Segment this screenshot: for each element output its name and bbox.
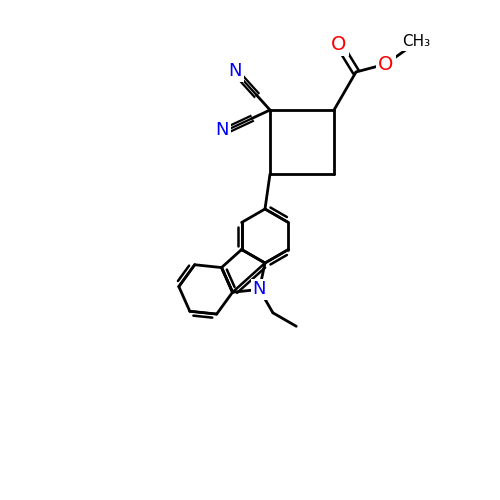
Text: O: O [332, 36, 346, 54]
Text: O: O [378, 54, 394, 74]
Text: N: N [216, 122, 229, 140]
Text: N: N [228, 62, 242, 80]
Text: CH₃: CH₃ [402, 34, 430, 50]
Text: N: N [252, 280, 266, 298]
